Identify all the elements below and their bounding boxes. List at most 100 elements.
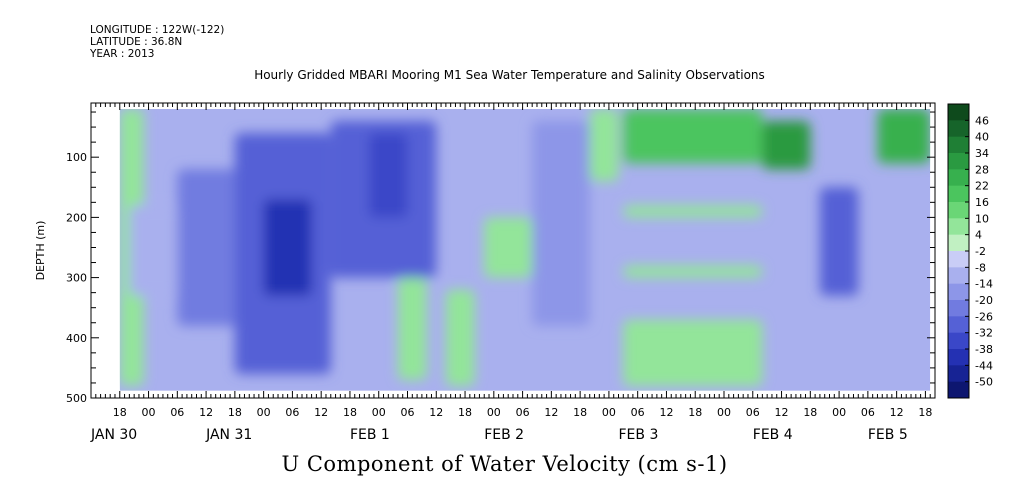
x-tick-label: 06 (401, 406, 415, 419)
x-tick-label: 00 (717, 406, 731, 419)
colorbar-swatch (948, 300, 969, 317)
field-region-17 (819, 187, 859, 296)
field-region-12 (623, 109, 763, 164)
x-tick-label: 18 (113, 406, 127, 419)
y-tick-label: 200 (66, 211, 87, 224)
x-date-label: FEB 3 (619, 427, 659, 443)
colorbar-label: 40 (975, 131, 989, 144)
x-tick-label: 12 (659, 406, 673, 419)
field-region-10 (532, 121, 590, 326)
x-tick-label: 06 (516, 406, 530, 419)
field-region-2 (177, 169, 255, 326)
x-tick-label: 12 (314, 406, 328, 419)
latitude-label: LATITUDE : 36.8N (90, 36, 183, 48)
x-tick-label: 06 (861, 406, 875, 419)
x-date-label: FEB 4 (753, 427, 793, 443)
colorbar-swatch (948, 316, 969, 334)
colorbar-label: 16 (975, 196, 989, 209)
x-tick-label: 00 (372, 406, 386, 419)
x-tick-label: 00 (142, 406, 156, 419)
x-tick-label: 12 (429, 406, 443, 419)
colorbar-label: 28 (975, 163, 989, 176)
colorbar-swatch (948, 234, 969, 252)
y-tick-label: 500 (66, 392, 87, 405)
field-region-8 (445, 289, 475, 386)
colorbar-swatch (948, 349, 969, 366)
year-label: YEAR : 2013 (90, 48, 155, 60)
colorbar-label: 4 (975, 229, 982, 242)
colorbar-label: -26 (975, 310, 993, 323)
field-region-16 (762, 121, 811, 170)
x-tick-label: 12 (199, 406, 213, 419)
x-tick-label: 18 (688, 406, 702, 419)
x-date-label: FEB 5 (868, 427, 908, 443)
x-tick-label: 18 (458, 406, 472, 419)
x-tick-label: 18 (343, 406, 357, 419)
colorbar-swatch (948, 267, 969, 285)
x-tick-label: 00 (602, 406, 616, 419)
field-region-4 (263, 199, 312, 296)
variable-title: U Component of Water Velocity (cm s-1) (281, 452, 728, 476)
x-date-label: JAN 31 (205, 427, 252, 443)
colorbar-label: 22 (975, 180, 989, 193)
colorbar-swatch (948, 136, 969, 154)
colorbar-swatch (948, 381, 969, 399)
x-tick-label: 12 (544, 406, 558, 419)
x-tick-label: 00 (487, 406, 501, 419)
colorbar-label: -20 (975, 294, 993, 307)
colorbar-label: -8 (975, 261, 986, 274)
x-tick-label: 18 (573, 406, 587, 419)
field-region-9 (484, 217, 533, 278)
field-region-7 (397, 277, 427, 380)
colorbar-swatch (948, 104, 969, 121)
colorbar-swatch (948, 251, 969, 268)
colorbar: 46 40 34 28 22 16 10 4 -2 -8 -14 -20 -26 -32 -38 -44 -50 (947, 103, 993, 399)
colorbar-swatch (948, 218, 969, 236)
x-date-label: FEB 1 (350, 427, 390, 443)
x-tick-label: 00 (257, 406, 271, 419)
colorbar-swatch (948, 283, 969, 301)
field-region-13 (623, 205, 763, 218)
x-tick-label: 18 (803, 406, 817, 419)
colorbar-swatch (948, 332, 969, 350)
header-metadata: LONGITUDE : 122W(-122) LATITUDE : 36.8N … (90, 24, 224, 60)
x-date-label: FEB 2 (484, 427, 524, 443)
x-tick-label: 00 (832, 406, 846, 419)
plot-area (119, 109, 931, 391)
field-region-11 (589, 109, 619, 182)
x-date-label: JAN 30 (90, 427, 137, 443)
x-tick-label: 12 (775, 406, 789, 419)
x-tick-label: 18 (228, 406, 242, 419)
colorbar-label: -50 (975, 376, 993, 389)
field-region-18 (877, 109, 931, 164)
colorbar-label: -44 (975, 359, 993, 372)
x-tick-label: 06 (170, 406, 184, 419)
y-axis-label: DEPTH (m) (34, 221, 47, 281)
axes: 18 00 06 12 18 00 06 12 18 00 06 12 18 00 06 12 18 00 06 12… (66, 102, 936, 443)
field-region-1 (129, 205, 178, 296)
colorbar-label: -14 (975, 278, 993, 291)
x-tick-label: 06 (746, 406, 760, 419)
y-tick-label: 400 (66, 332, 87, 345)
field-region-15 (623, 319, 763, 386)
colorbar-label: 34 (975, 147, 989, 160)
colorbar-swatch (948, 365, 969, 383)
chart-title: Hourly Gridded MBARI Mooring M1 Sea Wate… (254, 68, 765, 82)
colorbar-label: 10 (975, 212, 989, 225)
colorbar-swatch (948, 202, 969, 219)
x-tick-label: 06 (285, 406, 299, 419)
colorbar-swatch (948, 169, 969, 187)
colorbar-swatch (948, 120, 969, 138)
y-tick-label: 300 (66, 272, 87, 285)
x-tick-label: 06 (631, 406, 645, 419)
colorbar-label: -32 (975, 327, 993, 340)
longitude-label: LONGITUDE : 122W(-122) (90, 24, 225, 36)
colorbar-label: 46 (975, 114, 989, 127)
colorbar-swatch (948, 153, 969, 170)
y-tick-label: 100 (66, 151, 87, 164)
colorbar-label: -2 (975, 245, 986, 258)
colorbar-label: -38 (975, 343, 993, 356)
colorbar-swatch (948, 185, 969, 203)
field-region-14 (623, 265, 763, 278)
